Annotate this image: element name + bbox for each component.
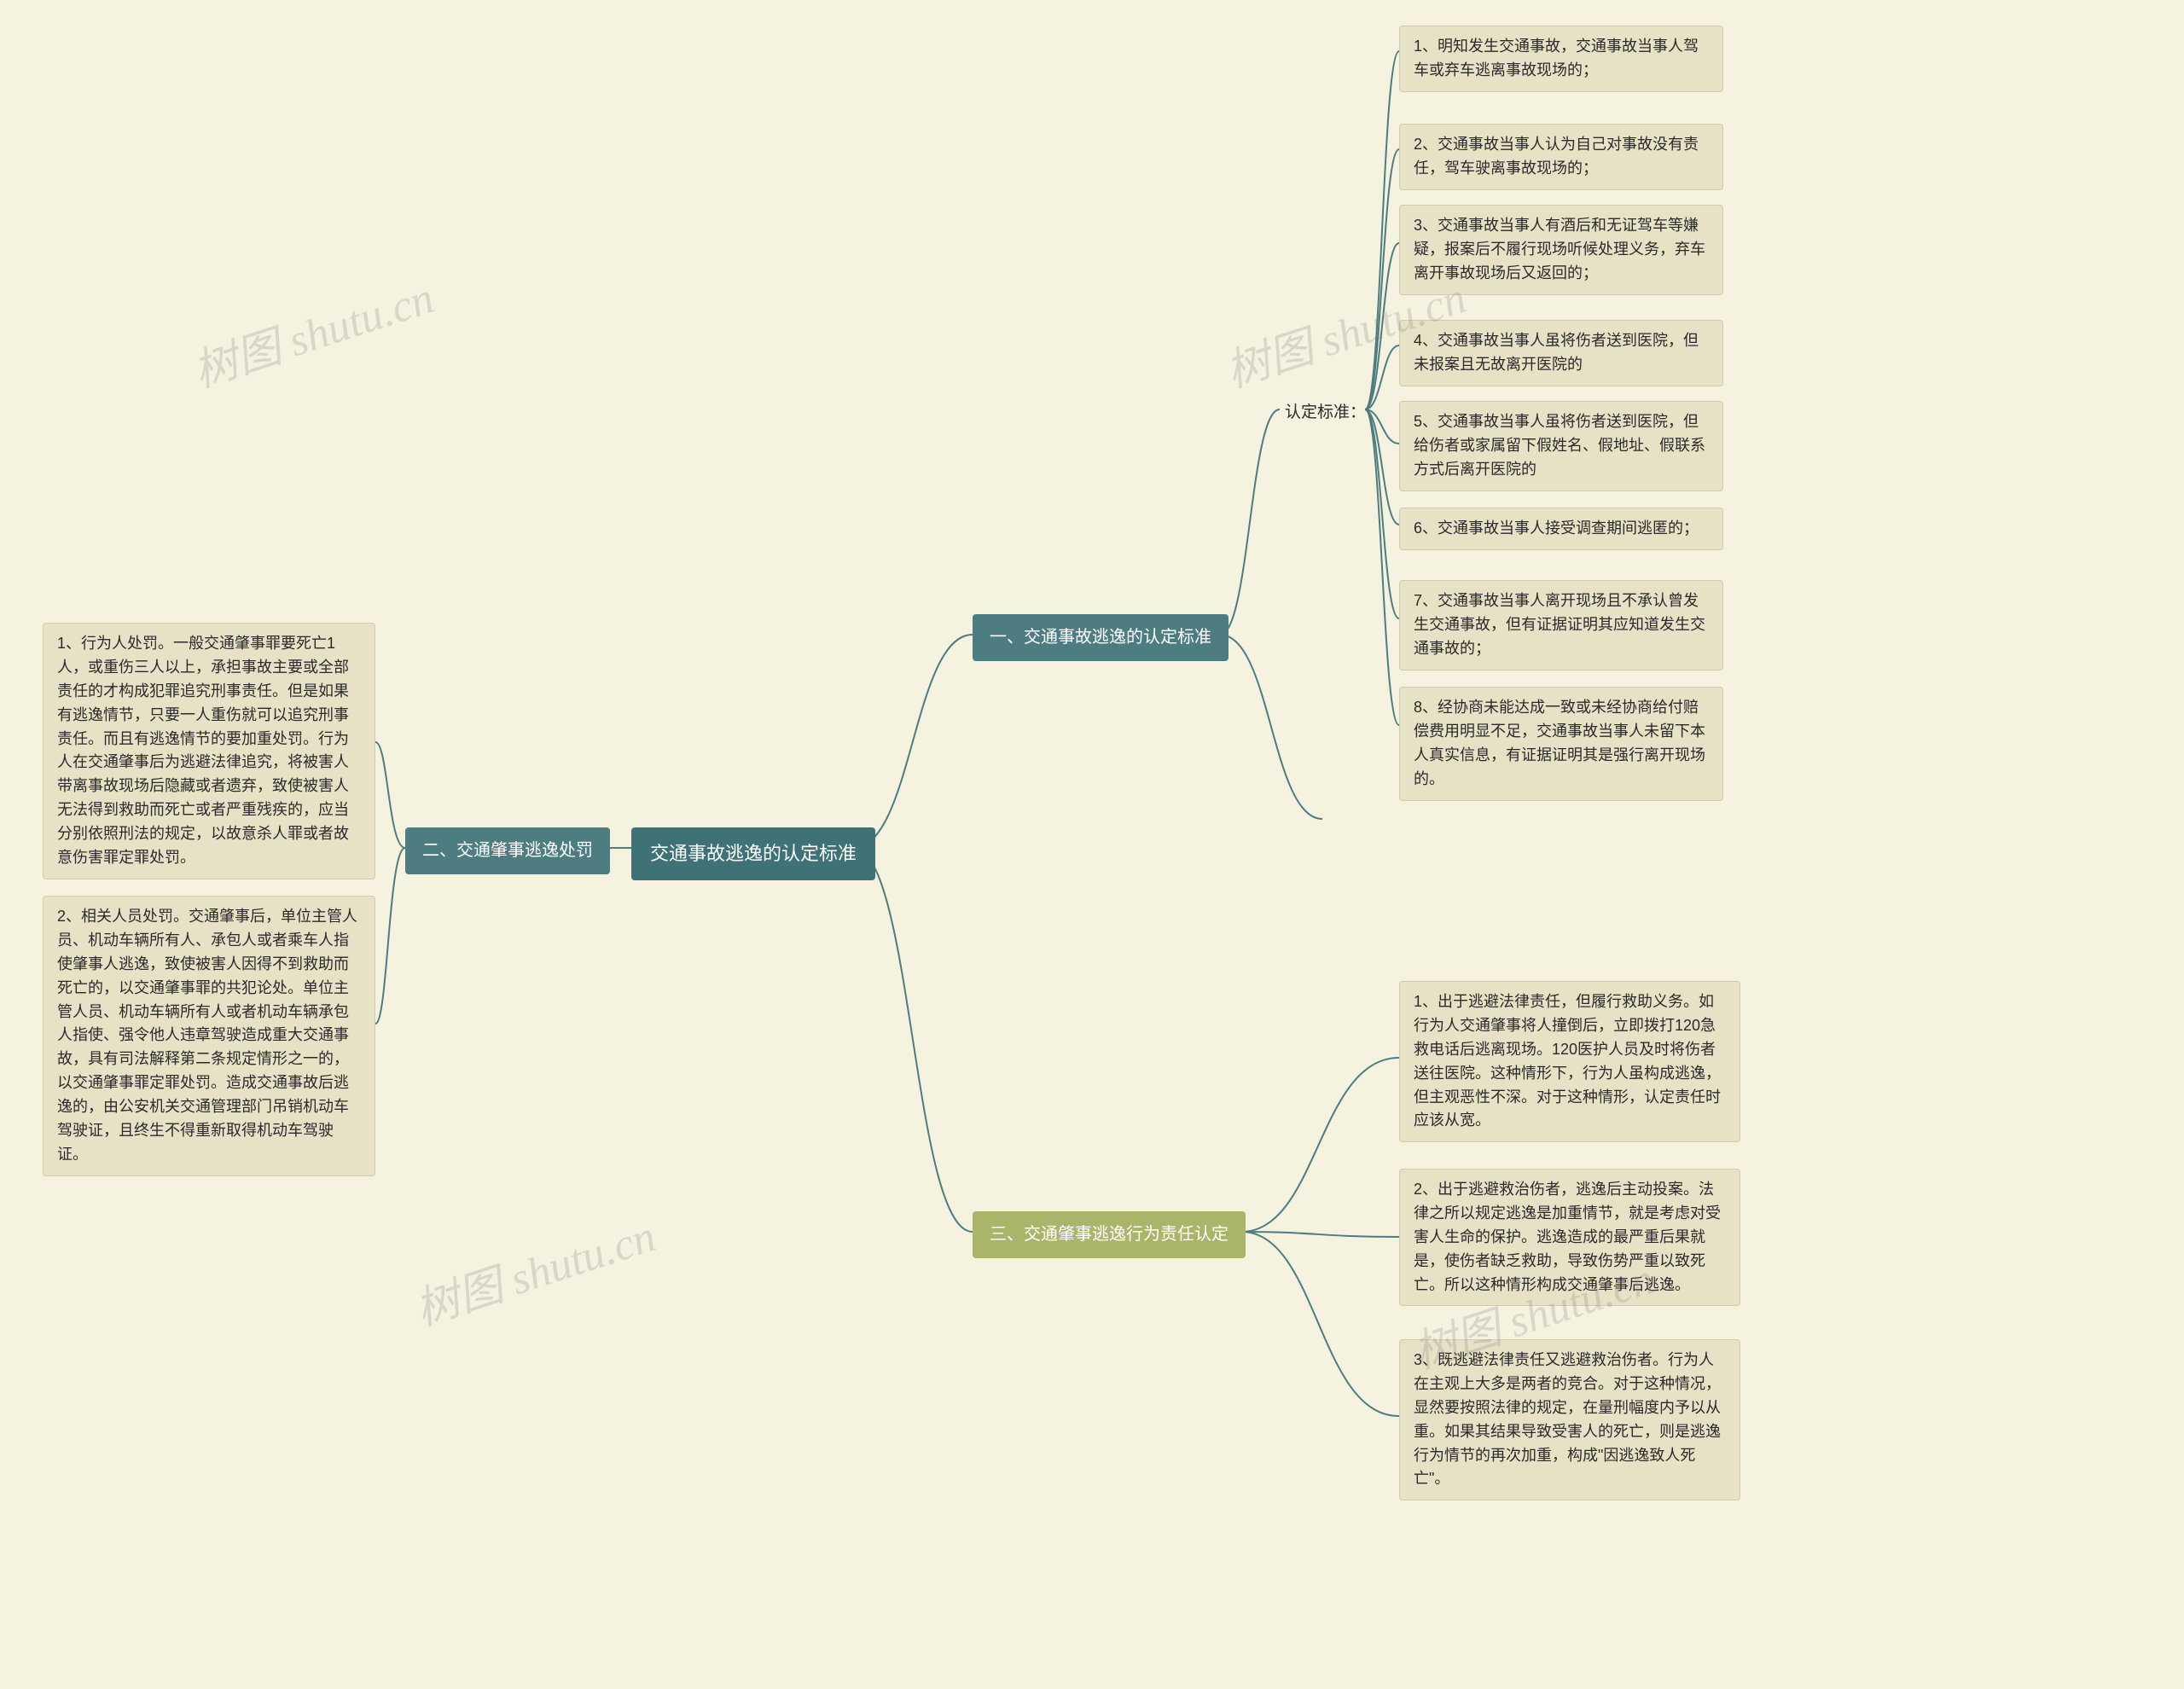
- b3-leaf-2[interactable]: 2、出于逃避救治伤者，逃逸后主动投案。法律之所以规定逃逸是加重情节，就是考虑对受…: [1399, 1169, 1740, 1306]
- b2-leaf-2[interactable]: 2、相关人员处罚。交通肇事后，单位主管人员、机动车辆所有人、承包人或者乘车人指使…: [43, 896, 375, 1176]
- b1-leaf-3[interactable]: 3、交通事故当事人有酒后和无证驾车等嫌疑，报案后不履行现场听候处理义务，弃车离开…: [1399, 205, 1723, 295]
- branch-1[interactable]: 一、交通事故逃逸的认定标准: [973, 614, 1228, 661]
- branch-1-label: 一、交通事故逃逸的认定标准: [990, 628, 1211, 647]
- branch-2[interactable]: 二、交通肇事逃逸处罚: [405, 827, 610, 874]
- b3-leaf-1[interactable]: 1、出于逃避法律责任，但履行救助义务。如行为人交通肇事将人撞倒后，立即拨打120…: [1399, 981, 1740, 1142]
- branch-1-sublabel: 认定标准：: [1280, 397, 1371, 428]
- b1-leaf-2[interactable]: 2、交通事故当事人认为自己对事故没有责任，驾车驶离事故现场的；: [1399, 124, 1723, 190]
- b1-leaf-4[interactable]: 4、交通事故当事人虽将伤者送到医院，但未报案且无故离开医院的: [1399, 320, 1723, 386]
- b1-leaf-7[interactable]: 7、交通事故当事人离开现场且不承认曾发生交通事故，但有证据证明其应知道发生交通事…: [1399, 580, 1723, 670]
- b1-leaf-6[interactable]: 6、交通事故当事人接受调查期间逃匿的；: [1399, 508, 1723, 550]
- b1-leaf-5[interactable]: 5、交通事故当事人虽将伤者送到医院，但给伤者或家属留下假姓名、假地址、假联系方式…: [1399, 401, 1723, 491]
- branch-3[interactable]: 三、交通肇事逃逸行为责任认定: [973, 1211, 1246, 1258]
- b1-leaf-1[interactable]: 1、明知发生交通事故，交通事故当事人驾车或弃车逃离事故现场的；: [1399, 26, 1723, 92]
- b3-leaf-3[interactable]: 3、既逃避法律责任又逃避救治伤者。行为人在主观上大多是两者的竞合。对于这种情况，…: [1399, 1339, 1740, 1500]
- watermark: 树图 shutu.cn: [406, 1200, 663, 1338]
- b1-leaf-8[interactable]: 8、经协商未能达成一致或未经协商给付赔偿费用明显不足，交通事故当事人未留下本人真…: [1399, 687, 1723, 801]
- root-node[interactable]: 交通事故逃逸的认定标准: [631, 827, 875, 880]
- watermark: 树图 shutu.cn: [184, 262, 441, 399]
- root-label: 交通事故逃逸的认定标准: [650, 843, 857, 864]
- branch-2-label: 二、交通肇事逃逸处罚: [422, 841, 593, 860]
- b2-leaf-1[interactable]: 1、行为人处罚。一般交通肇事罪要死亡1人，或重伤三人以上，承担事故主要或全部责任…: [43, 623, 375, 879]
- branch-3-label: 三、交通肇事逃逸行为责任认定: [990, 1225, 1228, 1244]
